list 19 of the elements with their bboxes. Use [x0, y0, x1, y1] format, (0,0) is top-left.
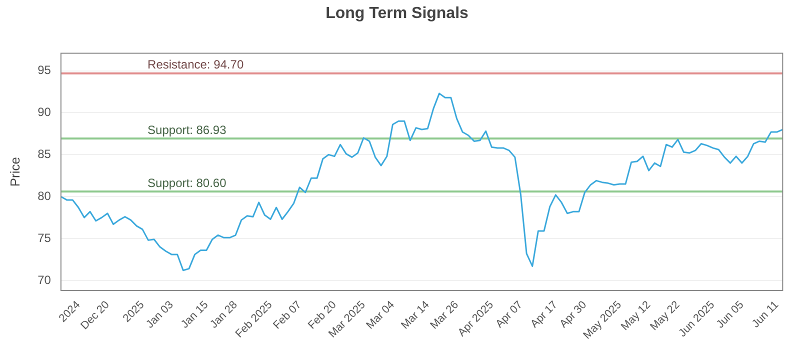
- y-tick-label: 80: [38, 188, 52, 203]
- y-tick-label: 70: [38, 272, 52, 287]
- x-tick-label: Feb 07: [271, 298, 304, 332]
- x-tick-label: Jun 11: [750, 298, 782, 330]
- ref-line-label: Resistance: 94.70: [148, 58, 244, 72]
- y-tick-label: 90: [38, 105, 52, 120]
- x-tick-label: Apr 07: [494, 298, 526, 330]
- x-tick-label: Apr 17: [528, 298, 560, 330]
- y-tick-label: 85: [38, 146, 52, 161]
- y-axis-title: Price: [7, 157, 22, 187]
- x-tick-label: Mar 04: [364, 298, 397, 332]
- x-tick-label: Dec 20: [78, 298, 112, 332]
- y-tick-label: 75: [38, 230, 52, 245]
- x-tick-label: Jun 05: [714, 298, 746, 331]
- ref-line-label: Support: 86.93: [148, 122, 227, 137]
- chart-title: Long Term Signals: [326, 5, 469, 22]
- x-tick-label: Jan 03: [144, 298, 176, 331]
- ref-line-label: Support: 80.60: [148, 176, 227, 190]
- y-tick-label: 95: [38, 63, 52, 78]
